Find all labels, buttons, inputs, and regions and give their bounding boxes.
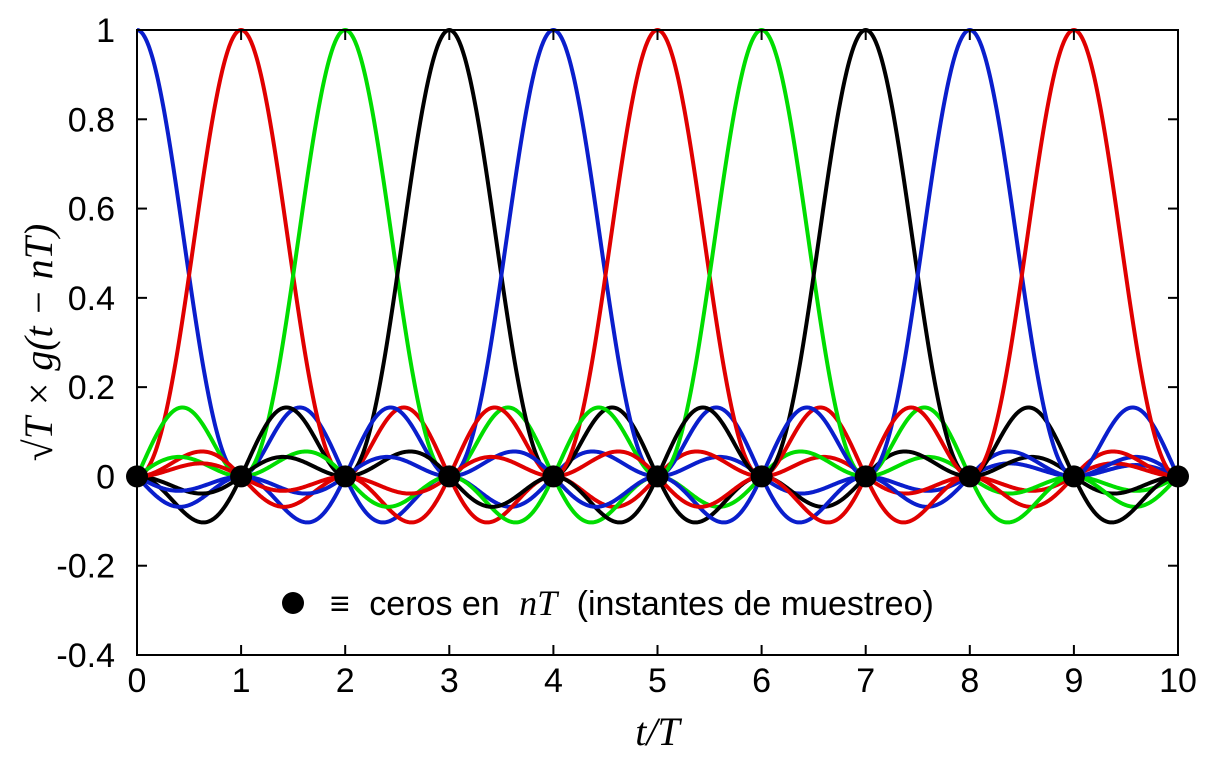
zero-marker [438,465,461,488]
annotation-text: ≡ ceros en nT (instantes de muestreo) [330,583,934,623]
zero-marker [334,465,357,488]
x-tick-label: 9 [1064,662,1083,700]
x-tick-label: 10 [1159,662,1197,700]
pulse-curves [135,28,1180,525]
annotation-marker [282,592,304,614]
x-tick-label: 1 [232,662,251,700]
x-tick-label: 5 [648,662,667,700]
x-tick-labels: 0 1 2 3 4 5 6 7 8 9 10 [128,662,1197,700]
zero-marker [646,465,669,488]
y-tick-label: 0.4 [68,280,115,318]
y-tick-labels: -0.4 -0.2 0 0.2 0.4 0.6 0.8 1 [56,12,115,675]
zero-marker [542,465,565,488]
zero-marker [854,465,877,488]
x-tick-label: 3 [440,662,459,700]
x-tick-label: 6 [752,662,771,700]
annotation-symbol: ≡ [330,585,350,623]
zero-marker [958,465,981,488]
annotation-text-after: (instantes de muestreo) [577,585,934,623]
x-tick-label: 8 [960,662,979,700]
zero-marker [1062,465,1085,488]
zero-markers [126,465,1189,488]
y-tick-label: 0 [96,458,115,496]
x-tick-label: 0 [128,662,147,700]
plot-frame [136,29,1179,656]
y-tick-label: 0.8 [68,101,115,139]
zero-marker [230,465,253,488]
x-axis-label: t/T [635,709,682,754]
annotation-math: nT [519,583,560,623]
y-tick-label: -0.2 [56,548,115,586]
y-tick-label: 0.6 [68,191,115,229]
x-tick-label: 2 [336,662,355,700]
zero-marker [750,465,773,488]
axis-ticks [136,29,1179,656]
annotation: ≡ ceros en nT (instantes de muestreo) [282,583,934,623]
annotation-text-before: ceros en [369,585,499,623]
y-tick-label: -0.4 [56,637,115,675]
x-tick-label: 7 [856,662,875,700]
y-axis-label: √T × g(t − nT) [16,224,61,461]
y-tick-label: 1 [96,12,115,50]
x-tick-label: 4 [544,662,563,700]
y-tick-label: 0.2 [68,369,115,407]
